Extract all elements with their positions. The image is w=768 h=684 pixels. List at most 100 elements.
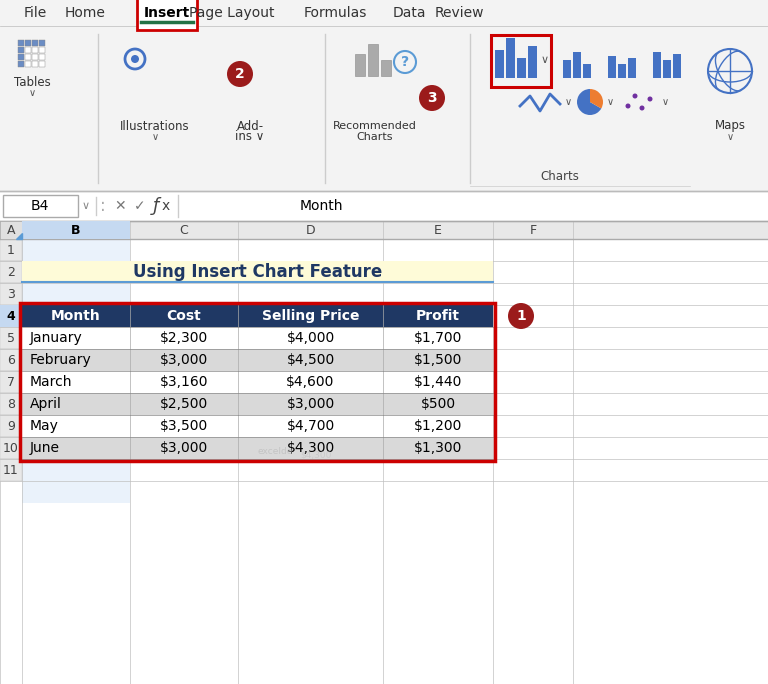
- Text: $3,500: $3,500: [160, 419, 208, 433]
- Bar: [39, 54, 45, 60]
- Text: $4,500: $4,500: [286, 353, 335, 367]
- Text: $4,300: $4,300: [286, 441, 335, 455]
- Text: F: F: [529, 224, 537, 237]
- Text: $1,200: $1,200: [414, 419, 462, 433]
- Bar: [137, 0, 197, 30]
- Text: February: February: [30, 353, 91, 367]
- Text: C: C: [180, 224, 188, 237]
- Text: $4,300: $4,300: [300, 451, 331, 460]
- Bar: [20, 303, 495, 461]
- Text: ins ∨: ins ∨: [235, 131, 265, 144]
- Text: Profit: Profit: [416, 309, 460, 323]
- Text: ∨: ∨: [28, 88, 35, 98]
- Bar: [18, 40, 24, 46]
- Bar: [495, 50, 504, 78]
- Bar: [0, 221, 768, 239]
- Bar: [0, 221, 22, 239]
- Text: ∨: ∨: [151, 132, 158, 142]
- Text: 11: 11: [3, 464, 19, 477]
- Text: :: :: [100, 197, 106, 215]
- Bar: [0, 327, 22, 349]
- Text: Page Layout: Page Layout: [189, 6, 275, 20]
- Text: June: June: [30, 441, 60, 455]
- Bar: [39, 40, 45, 46]
- Text: 5: 5: [7, 332, 15, 345]
- Text: 8: 8: [7, 397, 15, 410]
- Text: March: March: [30, 375, 72, 389]
- Text: May: May: [30, 419, 59, 433]
- Bar: [22, 393, 493, 415]
- Text: ∨: ∨: [541, 55, 549, 65]
- Text: ∨: ∨: [564, 97, 571, 107]
- Wedge shape: [577, 89, 601, 115]
- Text: $3,000: $3,000: [286, 397, 335, 411]
- Text: Using Insert Chart Feature: Using Insert Chart Feature: [133, 263, 382, 281]
- Bar: [22, 327, 493, 349]
- Text: E: E: [434, 224, 442, 237]
- Text: 4: 4: [7, 309, 15, 322]
- Bar: [381, 60, 391, 76]
- Text: ✕: ✕: [114, 199, 126, 213]
- Bar: [0, 239, 22, 261]
- Circle shape: [640, 105, 644, 111]
- Text: $4,000: $4,000: [286, 331, 335, 345]
- Text: B: B: [71, 224, 81, 237]
- Bar: [628, 58, 636, 78]
- Text: A: A: [7, 224, 15, 237]
- Text: Data: Data: [392, 6, 425, 20]
- Text: April: April: [30, 397, 62, 411]
- Text: $2,300: $2,300: [160, 331, 208, 345]
- Bar: [506, 38, 515, 78]
- Bar: [0, 349, 22, 371]
- Text: January: January: [30, 331, 83, 345]
- Bar: [0, 283, 22, 305]
- Bar: [0, 305, 22, 327]
- Text: Month: Month: [51, 309, 101, 323]
- Text: Add-: Add-: [237, 120, 263, 133]
- Text: Home: Home: [65, 6, 105, 20]
- Bar: [618, 64, 626, 78]
- Bar: [653, 52, 661, 78]
- Text: ∨: ∨: [727, 132, 733, 142]
- Circle shape: [419, 85, 445, 111]
- Text: 3: 3: [427, 91, 437, 105]
- Bar: [39, 61, 45, 67]
- Text: 10: 10: [3, 441, 19, 454]
- Wedge shape: [590, 89, 603, 109]
- Text: $2,500: $2,500: [160, 397, 208, 411]
- Text: Selling Price: Selling Price: [262, 309, 359, 323]
- Bar: [573, 52, 581, 78]
- Text: Illustrations: Illustrations: [120, 120, 190, 133]
- Bar: [32, 61, 38, 67]
- Bar: [22, 305, 130, 327]
- Text: Tables: Tables: [14, 75, 51, 88]
- Text: $3,160: $3,160: [160, 375, 208, 389]
- Text: 6: 6: [7, 354, 15, 367]
- Bar: [0, 305, 22, 327]
- Bar: [0, 393, 22, 415]
- Text: 7: 7: [7, 376, 15, 389]
- Text: $3,000: $3,000: [160, 353, 208, 367]
- Bar: [25, 40, 31, 46]
- Text: File: File: [23, 6, 47, 20]
- Text: $500: $500: [420, 397, 455, 411]
- Circle shape: [131, 55, 139, 63]
- Circle shape: [227, 61, 253, 87]
- Text: Month: Month: [300, 199, 343, 213]
- Bar: [673, 54, 681, 78]
- Text: ∨: ∨: [607, 97, 614, 107]
- Bar: [0, 437, 22, 459]
- Bar: [22, 349, 493, 371]
- Bar: [528, 46, 537, 78]
- Text: $3,000: $3,000: [160, 441, 208, 455]
- Bar: [32, 54, 38, 60]
- Bar: [3, 195, 78, 217]
- Bar: [0, 26, 768, 191]
- Bar: [368, 44, 378, 76]
- Bar: [355, 54, 365, 76]
- Bar: [0, 459, 22, 481]
- Text: Formulas: Formulas: [303, 6, 366, 20]
- Bar: [22, 221, 130, 239]
- Bar: [22, 393, 130, 415]
- Bar: [22, 437, 130, 459]
